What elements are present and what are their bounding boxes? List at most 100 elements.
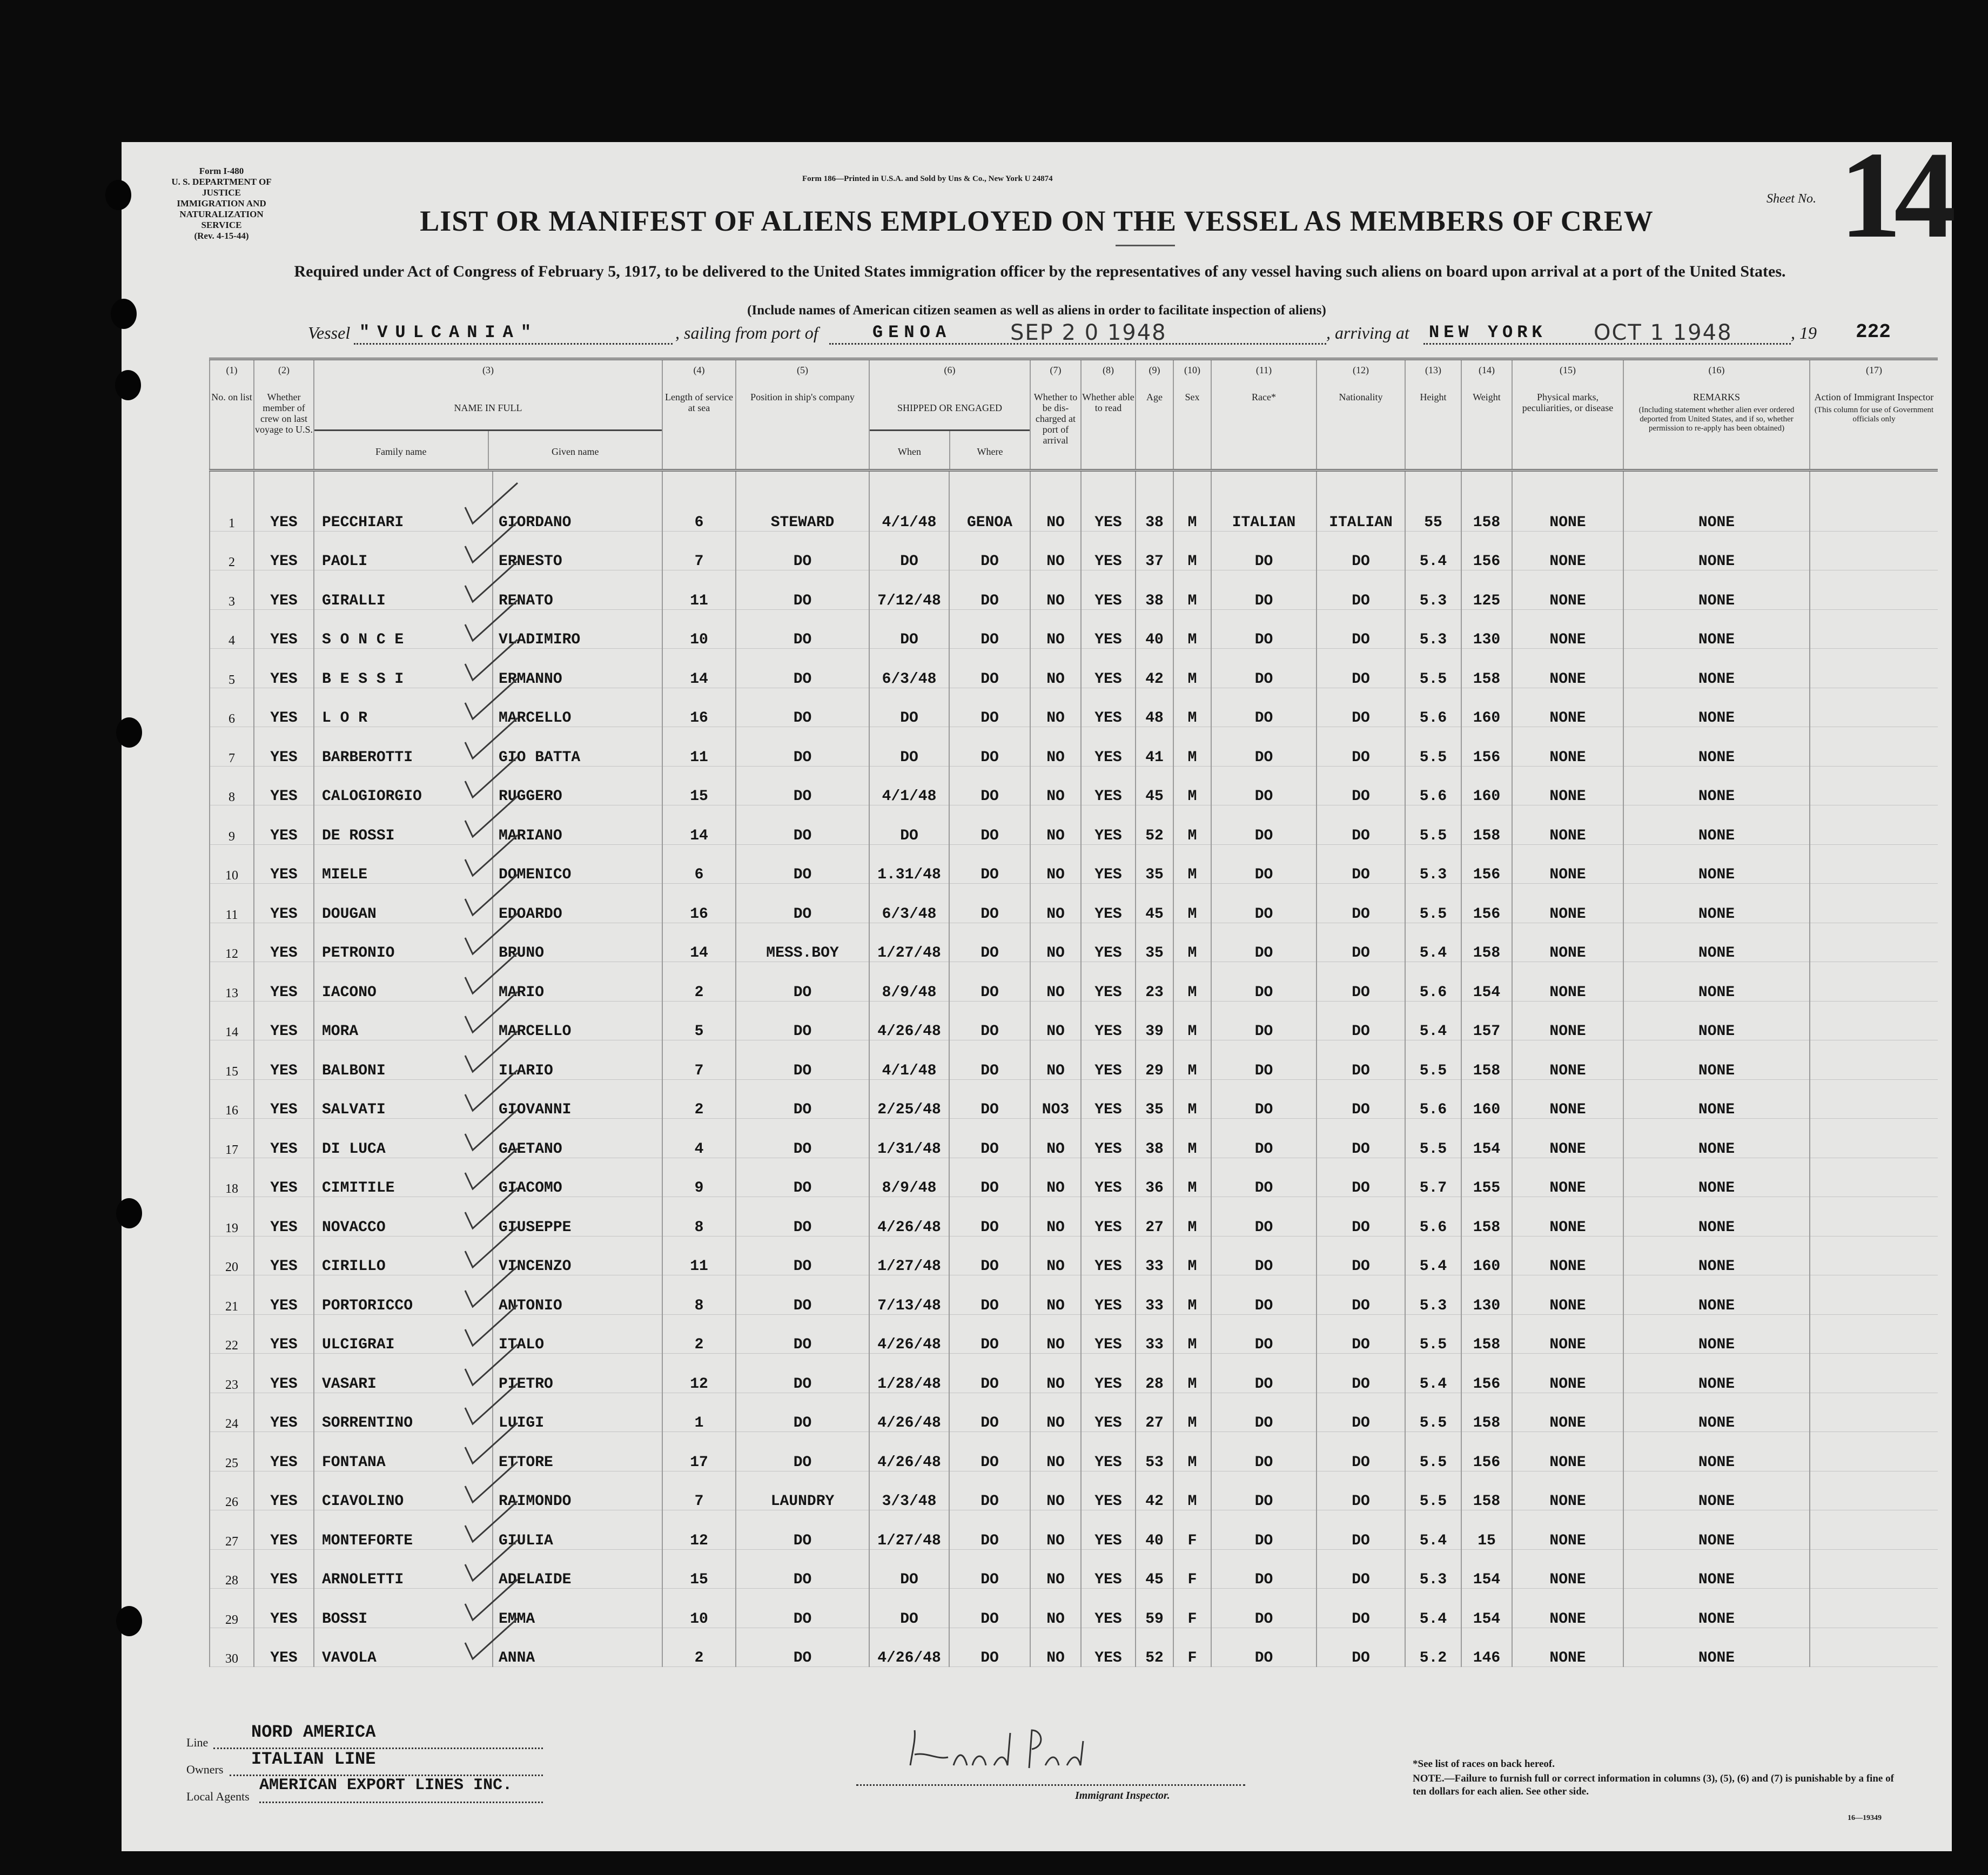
row-number: 24	[209, 1393, 254, 1432]
inspector-action	[1809, 844, 1938, 884]
race: DO	[1211, 1197, 1317, 1236]
shipped-when: 7/13/48	[869, 1275, 949, 1314]
length-of-service: 9	[662, 1158, 736, 1197]
height: 5.5	[1405, 1393, 1461, 1432]
inspector-action	[1809, 766, 1938, 805]
family-name: VASARI	[313, 1353, 493, 1393]
given-name: MARIANO	[464, 795, 662, 844]
check-mark-icon	[464, 560, 519, 603]
length-of-service: 11	[662, 570, 736, 609]
family-name: DI LUCA	[313, 1118, 493, 1158]
physical-marks: NONE	[1512, 1197, 1623, 1236]
check-mark-icon	[464, 1187, 519, 1229]
shipped-when: 8/9/48	[869, 962, 949, 1001]
last-voyage: YES	[253, 766, 314, 805]
length-of-service: 16	[662, 883, 736, 923]
length-of-service: 10	[662, 1588, 736, 1628]
race: DO	[1211, 1432, 1317, 1471]
able-to-read: YES	[1080, 766, 1136, 805]
column-header: (3) NAME IN FULL Family name Given name	[313, 359, 662, 471]
height: 5.4	[1405, 531, 1461, 570]
discharged: NO	[1030, 531, 1081, 570]
column-header: (14) Weight	[1461, 359, 1512, 471]
sex: M	[1173, 492, 1211, 531]
shipped-where: DO	[949, 1001, 1030, 1040]
length-of-service: 12	[662, 1510, 736, 1549]
height: 5.4	[1405, 1353, 1461, 1393]
inspector-signature	[899, 1728, 1180, 1776]
age: 41	[1135, 727, 1173, 766]
height: 5.5	[1405, 1432, 1461, 1471]
shipped-when: 4/26/48	[869, 1197, 949, 1236]
race: DO	[1211, 1236, 1317, 1275]
column-header: (12) Nationality	[1316, 359, 1405, 471]
given-name: GIO BATTA	[464, 717, 662, 766]
given-name: EDOARDO	[464, 873, 662, 923]
last-voyage: YES	[253, 1158, 314, 1197]
shipped-where: DO	[949, 1118, 1030, 1158]
column-header: (9) Age	[1135, 359, 1173, 471]
physical-marks: NONE	[1512, 609, 1623, 649]
age: 45	[1135, 1549, 1173, 1589]
age: 39	[1135, 1001, 1173, 1040]
line-rule	[213, 1748, 543, 1749]
position: DO	[735, 1628, 869, 1667]
family-name: IACONO	[313, 962, 493, 1001]
height: 5.5	[1405, 883, 1461, 923]
row-number: 9	[209, 805, 254, 844]
inspector-action	[1809, 1510, 1938, 1549]
last-voyage: YES	[253, 570, 314, 609]
shipped-when: 8/9/48	[869, 1158, 949, 1197]
remarks: NONE	[1623, 492, 1810, 531]
remarks: NONE	[1623, 1549, 1810, 1589]
check-mark-icon	[464, 952, 519, 994]
sex: F	[1173, 1510, 1211, 1549]
row-number: 20	[209, 1236, 254, 1275]
weight: 156	[1461, 1432, 1512, 1471]
punch-hole	[115, 370, 141, 400]
age: 59	[1135, 1588, 1173, 1628]
row-number: 28	[209, 1549, 254, 1589]
height: 5.5	[1405, 727, 1461, 766]
column-number: (10)	[1184, 365, 1200, 375]
table-row: 21 YES PORTORICCO ANTONIO 8 DO 7/13/48 DO NO YES 3…	[209, 1265, 1938, 1314]
physical-marks: NONE	[1512, 1588, 1623, 1628]
shipped-when: 1/27/48	[869, 1236, 949, 1275]
column-label: Whether able to read	[1082, 392, 1134, 413]
last-voyage: YES	[253, 1432, 314, 1471]
last-voyage: YES	[253, 844, 314, 884]
table-row: 3 YES GIRALLI RENATO 11 DO 7/12/48 DO NO YES 38 M DO…	[209, 560, 1938, 609]
sub-column-label: Given name	[487, 431, 662, 469]
length-of-service: 12	[662, 1353, 736, 1393]
height: 5.7	[1405, 1158, 1461, 1197]
table-row: 22 YES ULCIGRAI ITALO 2 DO 4/26/48 DO NO YES 33 M DO…	[209, 1304, 1938, 1354]
row-number: 22	[209, 1314, 254, 1354]
height: 55	[1405, 492, 1461, 531]
weight: 158	[1461, 1040, 1512, 1079]
able-to-read: YES	[1080, 609, 1136, 649]
check-mark-icon	[464, 1500, 519, 1543]
last-voyage: YES	[253, 1197, 314, 1236]
sub-column-label: When	[898, 446, 921, 457]
inspector-action	[1809, 727, 1938, 766]
table-row: 17 YES DI LUCA GAETANO 4 DO 1/31/48 DO NO YES 38 M D…	[209, 1108, 1938, 1158]
position: DO	[735, 688, 869, 727]
table-row: 30 YES VAVOLA ANNA 2 DO 4/26/48 DO NO YES 52 F DO DO 5…	[209, 1617, 1938, 1667]
family-name: PETRONIO	[313, 923, 493, 962]
race: DO	[1211, 648, 1317, 688]
nationality: DO	[1316, 1314, 1405, 1354]
nationality: DO	[1316, 727, 1405, 766]
last-voyage: YES	[253, 1353, 314, 1393]
nationality: DO	[1316, 648, 1405, 688]
discharged: NO	[1030, 805, 1081, 844]
column-label: Action of Immigrant Inspector	[1814, 392, 1934, 402]
inspector-action	[1809, 1197, 1938, 1236]
age: 33	[1135, 1314, 1173, 1354]
height: 5.4	[1405, 1236, 1461, 1275]
discharged: NO3	[1030, 1079, 1081, 1119]
height: 5.3	[1405, 1275, 1461, 1314]
sex: M	[1173, 1040, 1211, 1079]
column-number: (1)	[226, 365, 238, 375]
given-name: EMMA	[464, 1578, 662, 1628]
position: LAUNDRY	[735, 1471, 869, 1510]
